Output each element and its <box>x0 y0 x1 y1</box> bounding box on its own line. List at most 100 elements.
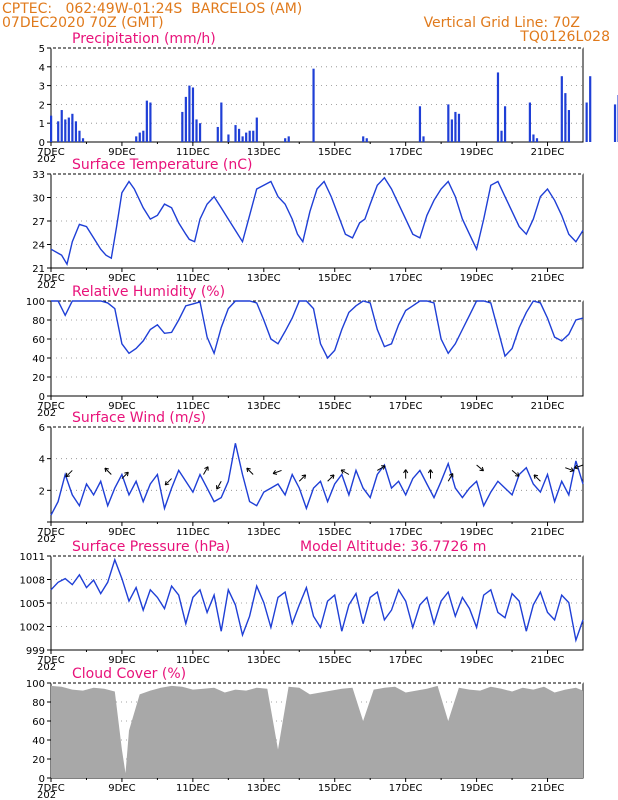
precip-bar <box>252 130 255 142</box>
wind-frame <box>50 426 584 523</box>
precip-bar <box>198 123 202 142</box>
precip-bar <box>447 104 450 142</box>
wind-xtick-label: 19DEC <box>460 527 494 538</box>
cloud-xtick-label: 21DEC <box>531 783 565 794</box>
header-grid-note: Vertical Grid Line: 70Z <box>423 15 580 31</box>
wind-xtick-label: 9DEC <box>108 527 135 538</box>
pressure-xtick-label: 21DEC <box>531 655 565 666</box>
temperature-ytick-label: 30 <box>32 194 45 205</box>
temperature-ytick-label: 21 <box>32 264 45 275</box>
pressure-ytick-label: 1011 <box>20 552 45 563</box>
precip-bar <box>241 136 244 142</box>
wind-arrow-head <box>448 473 453 476</box>
cloud-xtick-label: 19DEC <box>460 783 494 794</box>
wind-arrow-head <box>126 472 129 477</box>
precip-bar <box>255 117 258 142</box>
precip-bar <box>535 138 539 142</box>
wind-arrow-head <box>272 473 278 475</box>
wind-arrow-head <box>329 474 335 477</box>
precip-bar <box>287 136 290 142</box>
precip-bar <box>227 134 230 142</box>
wind-arrow-shaft <box>203 466 209 475</box>
humidity-xtick-label: 21DEC <box>531 401 565 412</box>
precip-bar <box>560 76 563 142</box>
cloud-xtick-label: 9DEC <box>108 783 135 794</box>
cloud-xtick-label: 11DEC <box>176 783 210 794</box>
cloud-ytick-label: 0 <box>39 774 45 785</box>
wind-arrow-head <box>65 472 68 477</box>
temperature-ytick-label: 33 <box>32 170 45 181</box>
header-model-id: TQ0126L028 <box>520 29 610 45</box>
precip-bar <box>564 93 567 142</box>
humidity-ytick-label: 0 <box>39 392 45 403</box>
wind-arrow-head <box>332 474 335 479</box>
precip-bar <box>67 117 70 142</box>
precip-xtick-label: 13DEC <box>247 147 281 158</box>
precip-bar <box>191 87 195 142</box>
precip-bar <box>585 102 588 142</box>
precip-ytick-label: 2 <box>39 100 45 111</box>
temperature-xtick-label: 17DEC <box>389 273 423 284</box>
wind-arrow-head <box>382 465 386 470</box>
precip-year-label: 202 <box>37 154 56 165</box>
precip-bar <box>450 119 453 142</box>
precip-bar <box>181 111 184 142</box>
precip-bar <box>237 128 241 142</box>
cloud-ytick-label: 20 <box>32 755 45 766</box>
precip-bar <box>500 130 503 142</box>
wind-arrow-head <box>165 483 170 486</box>
wind-arrow-head <box>481 466 484 471</box>
temperature-title: Surface Temperature (nC) <box>72 157 253 173</box>
cloud-area <box>51 685 583 778</box>
humidity-title: Relative Humidity (%) <box>72 284 225 300</box>
precip-title: Precipitation (mm/h) <box>72 31 216 47</box>
precip-ytick-label: 1 <box>39 119 45 130</box>
precip-bar <box>81 138 85 142</box>
precip-xtick-label: 15DEC <box>318 147 352 158</box>
temperature-xtick-label: 11DEC <box>176 273 210 284</box>
precip-xtick-label: 19DEC <box>460 147 494 158</box>
pressure-ytick-label: 999 <box>26 646 45 657</box>
precip-ytick-label: 3 <box>39 82 45 93</box>
cloud-xtick-label: 17DEC <box>389 783 423 794</box>
precip-bar <box>188 85 191 142</box>
wind-arrow-shaft <box>272 469 282 474</box>
wind-arrow-head <box>574 464 578 469</box>
pressure-year-label: 202 <box>37 662 56 673</box>
temperature-year-label: 202 <box>37 280 56 291</box>
precip-bar <box>496 72 500 142</box>
precip-xtick-label: 9DEC <box>108 147 135 158</box>
precip-bar <box>64 119 67 142</box>
wind-arrow-head <box>246 467 251 470</box>
wind-arrow-head <box>340 469 344 474</box>
precip-bar <box>234 125 237 142</box>
humidity-xtick-label: 7DEC <box>37 401 64 412</box>
temperature-xtick-label: 13DEC <box>247 273 281 284</box>
wind-arrow-head <box>104 467 109 470</box>
precip-bar <box>71 113 74 142</box>
wind-arrow-head <box>405 469 409 474</box>
wind-arrow-head <box>216 486 221 490</box>
wind-arrow-head <box>430 469 434 474</box>
pressure-series-line <box>50 557 584 643</box>
wind-arrow-head <box>533 474 536 479</box>
humidity-ytick-label: 80 <box>32 316 45 327</box>
wind-arrow-head <box>517 472 520 477</box>
wind-arrow-head <box>164 480 167 486</box>
precip-ytick-label: 4 <box>39 63 45 74</box>
wind-arrow-head <box>403 469 407 474</box>
wind-ytick-label: 2 <box>39 486 45 497</box>
precip-bar <box>78 130 81 142</box>
wind-arrow-head <box>301 474 306 477</box>
humidity-ytick-label: 60 <box>32 335 45 346</box>
wind-title: Surface Wind (m/s) <box>72 410 206 426</box>
cloud-title: Cloud Cover (%) <box>72 666 186 682</box>
precip-bar <box>195 119 198 142</box>
precip-bar <box>245 132 248 142</box>
precip-bar <box>454 111 457 142</box>
wind-arrow-head <box>427 469 431 474</box>
wind-arrow-shaft <box>246 467 254 475</box>
precip-bar <box>220 102 223 142</box>
header-run-time: 07DEC2020 70Z (GMT) <box>2 15 164 31</box>
